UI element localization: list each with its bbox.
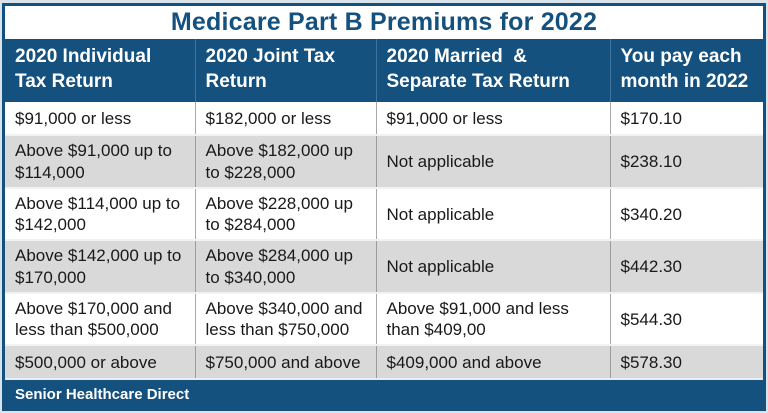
table-row: $500,000 or above $750,000 and above $40… — [5, 344, 763, 379]
cell-joint: $750,000 and above — [195, 344, 377, 379]
cell-premium: $340.20 — [610, 186, 763, 241]
column-header-married-separate: 2020 Married & Separate Tax Return — [376, 39, 611, 103]
cell-married-separate: Not applicable — [376, 239, 611, 293]
table-row: Above $142,000 up to $170,000 Above $284… — [5, 239, 763, 293]
table-header-row: 2020 Individual Tax Return 2020 Joint Ta… — [5, 39, 763, 103]
cell-joint: Above $284,000 up to $340,000 — [195, 239, 377, 293]
page-title: Medicare Part B Premiums for 2022 — [170, 8, 598, 36]
footer-brand-label: Senior Healthcare Direct — [15, 385, 190, 403]
cell-premium: $578.30 — [610, 344, 763, 379]
cell-married-separate: Not applicable — [376, 186, 611, 241]
cell-individual: Above $142,000 up to $170,000 — [5, 239, 196, 293]
table-row: Above $91,000 up to $114,000 Above $182,… — [5, 134, 763, 188]
cell-married-separate: Not applicable — [376, 134, 611, 188]
premium-table: 2020 Individual Tax Return 2020 Joint Ta… — [5, 39, 763, 379]
table-row: Above $170,000 and less than $500,000 Ab… — [5, 291, 763, 346]
premium-table-frame: Medicare Part B Premiums for 2022 2020 I… — [2, 3, 766, 412]
table-row: Above $114,000 up to $142,000 Above $228… — [5, 186, 763, 241]
column-header-individual: 2020 Individual Tax Return — [5, 39, 196, 103]
cell-individual: Above $91,000 up to $114,000 — [5, 134, 196, 188]
cell-premium: $170.10 — [610, 102, 763, 136]
cell-individual: $91,000 or less — [5, 102, 196, 136]
cell-individual: Above $114,000 up to $142,000 — [5, 186, 196, 241]
table-row: $91,000 or less $182,000 or less $91,000… — [5, 102, 763, 136]
cell-married-separate: $91,000 or less — [376, 102, 611, 136]
cell-joint: Above $340,000 and less than $750,000 — [195, 291, 377, 346]
cell-premium: $238.10 — [610, 134, 763, 188]
footer-bar: Senior Healthcare Direct — [5, 378, 763, 409]
cell-premium: $442.30 — [610, 239, 763, 293]
cell-premium: $544.30 — [610, 291, 763, 346]
cell-joint: $182,000 or less — [195, 102, 377, 136]
cell-married-separate: Above $91,000 and less than $409,00 — [376, 291, 611, 346]
cell-individual: $500,000 or above — [5, 344, 196, 379]
cell-joint: Above $182,000 up to $228,000 — [195, 134, 377, 188]
title-bar: Medicare Part B Premiums for 2022 — [5, 6, 763, 39]
cell-joint: Above $228,000 up to $284,000 — [195, 186, 377, 241]
cell-individual: Above $170,000 and less than $500,000 — [5, 291, 196, 346]
column-header-monthly-premium: You pay each month in 2022 — [610, 39, 763, 103]
cell-married-separate: $409,000 and above — [376, 344, 611, 379]
column-header-joint: 2020 Joint Tax Return — [195, 39, 377, 103]
